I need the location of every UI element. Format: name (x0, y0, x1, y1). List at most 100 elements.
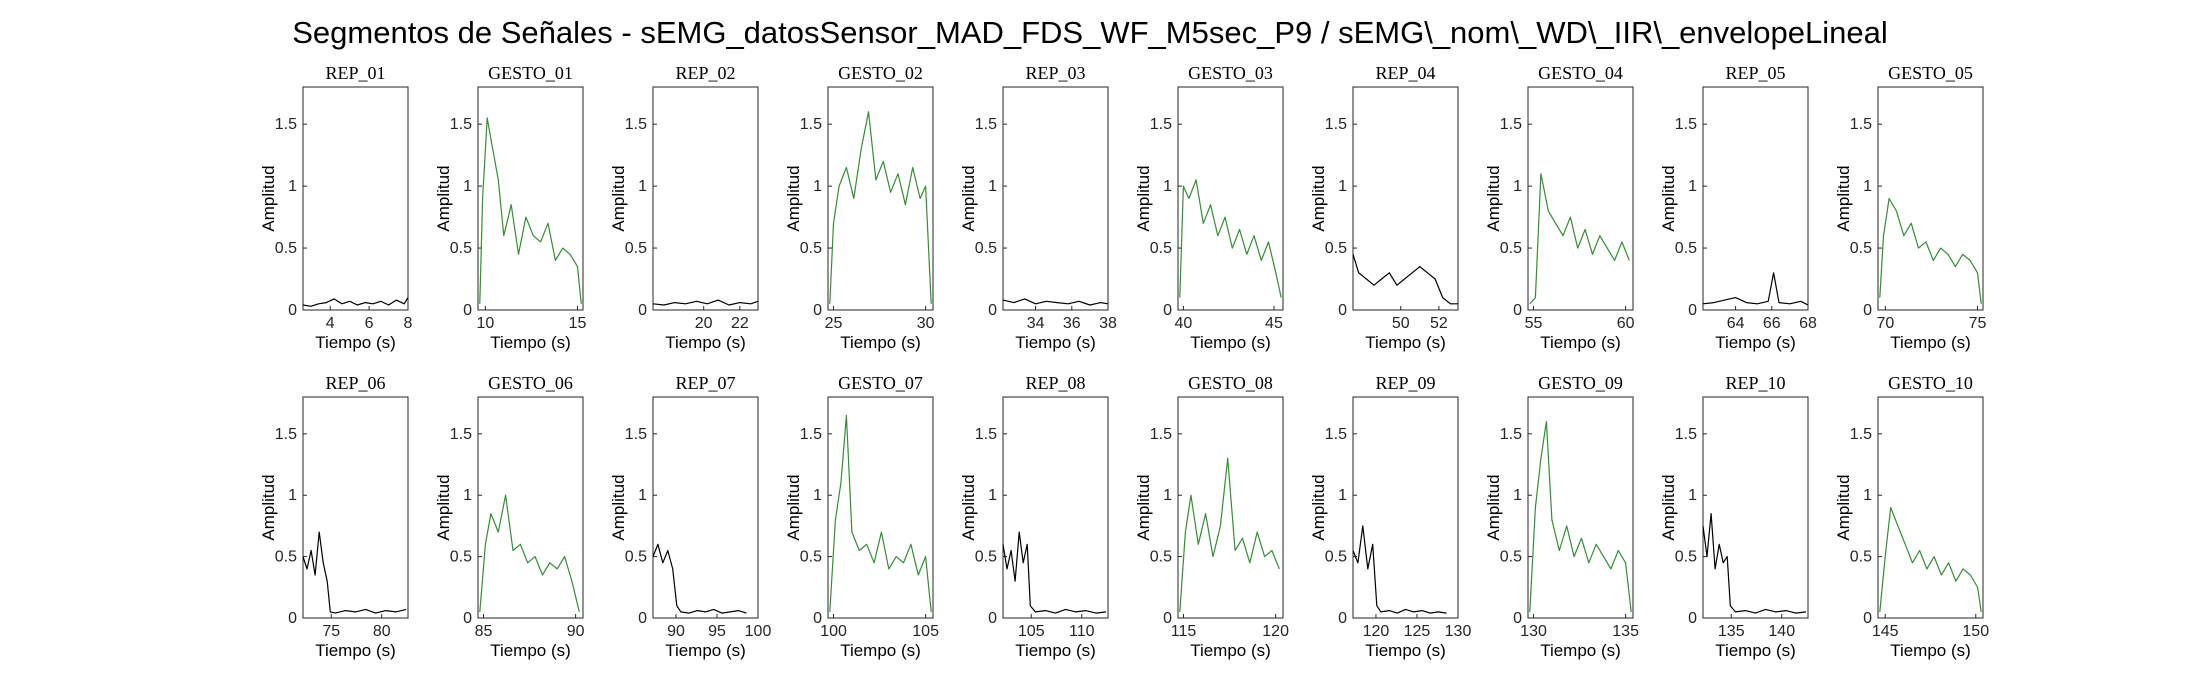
y-tick-label: 1.5 (1850, 116, 1872, 133)
y-tick-label: 0.5 (1850, 549, 1872, 566)
x-tick-label: 135 (1718, 623, 1745, 640)
subplot-title: REP_01 (325, 63, 385, 83)
x-tick-label: 90 (567, 623, 585, 640)
x-tick-label: 60 (1617, 315, 1635, 332)
y-tick-label: 0 (1338, 302, 1347, 319)
y-tick-label: 0 (638, 302, 647, 319)
x-tick-label: 80 (373, 623, 391, 640)
y-tick-label: 1 (1513, 487, 1522, 504)
series-line-rep-06 (302, 531, 407, 614)
y-tick-label: 0.5 (1150, 240, 1172, 257)
y-tick-label: 1.5 (275, 426, 297, 443)
y-tick-label: 1.5 (450, 426, 472, 443)
y-tick-label: 0.5 (800, 549, 822, 566)
x-tick-label: 52 (1430, 315, 1448, 332)
x-axis-label: Tiempo (s) (665, 641, 746, 660)
y-tick-label: 1.5 (625, 116, 647, 133)
y-tick-label: 1 (1513, 178, 1522, 195)
y-tick-label: 0 (1338, 610, 1347, 627)
x-tick-label: 50 (1392, 315, 1410, 332)
y-tick-label: 1.5 (1150, 426, 1172, 443)
y-axis-label: Amplitud (1834, 165, 1853, 231)
series-line-gesto-05 (1879, 197, 1982, 304)
x-tick-label: 85 (475, 623, 493, 640)
y-tick-label: 1.5 (1500, 116, 1522, 133)
y-tick-label: 1 (813, 487, 822, 504)
y-tick-label: 0 (813, 302, 822, 319)
y-tick-label: 0.5 (1325, 549, 1347, 566)
x-tick-label: 40 (1175, 315, 1193, 332)
y-tick-label: 0 (1163, 302, 1172, 319)
y-axis-label: Amplitud (1659, 165, 1678, 231)
y-tick-label: 1.5 (625, 426, 647, 443)
figure-title: Segmentos de Señales - sEMG_datosSensor_… (292, 15, 1888, 50)
x-tick-label: 22 (731, 315, 749, 332)
y-tick-label: 1 (1863, 178, 1872, 195)
y-tick-label: 0.5 (1500, 549, 1522, 566)
y-tick-label: 1.5 (800, 426, 822, 443)
series-line-gesto-09 (1529, 421, 1632, 612)
y-tick-label: 1.5 (1850, 426, 1872, 443)
series-line-gesto-10 (1879, 506, 1982, 612)
y-axis-label: Amplitud (784, 474, 803, 540)
x-axis-label: Tiempo (s) (315, 641, 396, 660)
y-tick-label: 0.5 (800, 240, 822, 257)
subplot-title: GESTO_02 (838, 63, 923, 83)
plot-area (1527, 86, 1634, 311)
series-line-gesto-03 (1179, 179, 1282, 298)
y-tick-label: 1 (288, 178, 297, 195)
x-tick-label: 45 (1265, 315, 1283, 332)
x-tick-label: 70 (1876, 315, 1894, 332)
x-tick-label: 100 (820, 623, 847, 640)
x-tick-label: 110 (1069, 623, 1095, 640)
y-tick-label: 0 (288, 302, 297, 319)
series-line-rep-10 (1702, 512, 1807, 614)
subplot-title: GESTO_05 (1888, 63, 1973, 83)
plot-area (1702, 396, 1809, 619)
y-tick-label: 0 (1863, 610, 1872, 627)
y-tick-label: 0 (463, 302, 472, 319)
x-axis-label: Tiempo (s) (1015, 641, 1096, 660)
x-axis-label: Tiempo (s) (1190, 641, 1271, 660)
subplot-title: GESTO_06 (488, 373, 573, 393)
x-tick-label: 75 (1969, 315, 1987, 332)
y-tick-label: 0 (988, 302, 997, 319)
y-axis-label: Amplitud (609, 474, 628, 540)
plot-area (302, 396, 409, 619)
y-tick-label: 1 (813, 178, 822, 195)
y-tick-label: 0 (1688, 610, 1697, 627)
x-axis-label: Tiempo (s) (1540, 333, 1621, 352)
y-axis-label: Amplitud (434, 165, 453, 231)
subplot-title: REP_06 (325, 373, 385, 393)
x-tick-label: 90 (667, 623, 685, 640)
subplot-title: REP_10 (1725, 373, 1785, 393)
y-axis-label: Amplitud (1309, 474, 1328, 540)
y-tick-label: 0 (1513, 610, 1522, 627)
y-tick-label: 1.5 (450, 116, 472, 133)
y-tick-label: 1.5 (1150, 116, 1172, 133)
y-axis-label: Amplitud (1659, 474, 1678, 540)
x-axis-label: Tiempo (s) (490, 333, 571, 352)
y-axis-label: Amplitud (1484, 165, 1503, 231)
y-axis-label: Amplitud (959, 474, 978, 540)
plot-area (477, 396, 584, 619)
plot-area (827, 396, 934, 619)
y-tick-label: 0 (988, 610, 997, 627)
y-tick-label: 0.5 (975, 240, 997, 257)
y-tick-label: 1.5 (800, 116, 822, 133)
plot-area (1002, 396, 1109, 619)
y-tick-label: 1 (463, 487, 472, 504)
series-line-gesto-06 (479, 494, 580, 613)
series-line-rep-08 (1002, 531, 1107, 614)
y-axis-label: Amplitud (1134, 165, 1153, 231)
subplot-title: GESTO_10 (1888, 373, 1973, 393)
plot-area (1877, 86, 1984, 311)
